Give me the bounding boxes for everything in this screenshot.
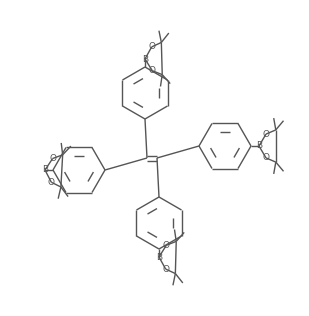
Text: O: O [49,154,56,163]
Text: O: O [148,42,155,52]
Text: O: O [149,66,156,75]
Text: O: O [263,130,269,139]
Text: O: O [162,264,169,274]
Text: O: O [48,178,55,187]
Text: B: B [42,166,48,174]
Text: B: B [256,142,262,150]
Text: O: O [163,241,170,250]
Text: B: B [142,54,148,64]
Text: O: O [263,153,269,162]
Text: B: B [156,252,162,262]
